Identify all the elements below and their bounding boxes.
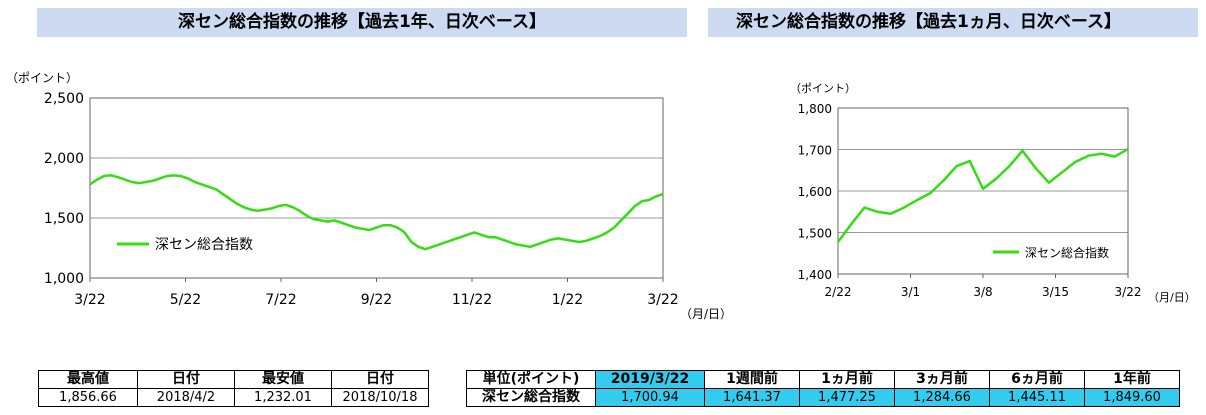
value-1w: 1,641.37 (704, 388, 800, 407)
header-1w: 1週間前 (704, 370, 800, 389)
header-date-high: 日付 (137, 370, 235, 389)
left-chart-title: 深セン総合指数の推移【過去1年、日次ベース】 (37, 8, 687, 37)
y-tick-label: 1,500 (44, 211, 84, 227)
value-1m: 1,477.25 (799, 388, 895, 407)
x-tick-label: 3/22 (74, 292, 105, 308)
value-current: 1,700.94 (595, 388, 705, 407)
x-tick-label: 9/22 (361, 292, 392, 308)
y-tick-label: 1,800 (798, 102, 832, 116)
y-tick-label: 2,000 (44, 151, 84, 167)
series-line (836, 148, 1129, 243)
x-axis-label: （月/日） (1148, 291, 1196, 304)
x-tick-label: 11/22 (452, 292, 492, 308)
value-date-high: 2018/4/2 (137, 388, 235, 407)
x-tick-label: 3/15 (1042, 285, 1069, 299)
y-tick-label: 1,700 (798, 144, 832, 158)
y-axis-label: （ポイント） (790, 82, 856, 95)
header-date-low: 日付 (331, 370, 429, 389)
header-1m: 1ヵ月前 (799, 370, 895, 389)
comparison-table: 単位(ポイント) 2019/3/22 1週間前 1ヵ月前 3ヵ月前 6ヵ月前 1… (466, 370, 1180, 407)
header-low: 最安値 (234, 370, 332, 389)
x-tick-label: 7/22 (265, 292, 296, 308)
y-tick-label: 1,400 (798, 268, 832, 282)
y-tick-label: 1,600 (798, 185, 832, 199)
y-tick-label: 1,000 (44, 271, 84, 287)
y-tick-label: 1,500 (798, 227, 832, 241)
row-label: 深セン総合指数 (466, 388, 596, 407)
x-tick-label: 3/22 (647, 292, 678, 308)
high-low-table: 最高値 日付 最安値 日付 1,856.66 2018/4/2 1,232.01… (38, 370, 429, 407)
header-6m: 6ヵ月前 (989, 370, 1085, 389)
one-year-chart: 2,500 2,000 1,500 1,000 3/22 5/22 7/22 9/22 11/2… (6, 71, 732, 321)
value-high: 1,856.66 (38, 388, 138, 407)
x-tick-label: 5/22 (170, 292, 201, 308)
legend-label: 深セン総合指数 (155, 237, 253, 253)
x-axis-label: （月/日） (680, 307, 732, 321)
series-line (89, 174, 664, 251)
value-6m: 1,445.11 (989, 388, 1085, 407)
value-1y: 1,849.60 (1084, 388, 1180, 407)
right-chart-title: 深セン総合指数の推移【過去1ヵ月、日次ベース】 (708, 8, 1198, 37)
x-tick-label: 1/22 (552, 292, 583, 308)
x-tick-label: 3/22 (1115, 285, 1142, 299)
header-1y: 1年前 (1084, 370, 1180, 389)
value-date-low: 2018/10/18 (331, 388, 429, 407)
legend-label: 深セン総合指数 (1025, 245, 1109, 260)
x-tick-label: 3/8 (973, 285, 992, 299)
value-low: 1,232.01 (234, 388, 332, 407)
header-3m: 3ヵ月前 (894, 370, 990, 389)
y-tick-label: 2,500 (44, 91, 84, 107)
header-unit: 単位(ポイント) (466, 370, 596, 389)
x-tick-label: 2/22 (825, 285, 852, 299)
header-high: 最高値 (38, 370, 138, 389)
value-3m: 1,284.66 (894, 388, 990, 407)
one-month-chart: 1,800 1,700 1,600 1,500 1,400 2/22 3/1 3/8 3/15 3… (790, 82, 1196, 304)
y-axis-label: （ポイント） (6, 71, 78, 85)
x-tick-label: 3/1 (901, 285, 920, 299)
header-current: 2019/3/22 (595, 370, 705, 389)
